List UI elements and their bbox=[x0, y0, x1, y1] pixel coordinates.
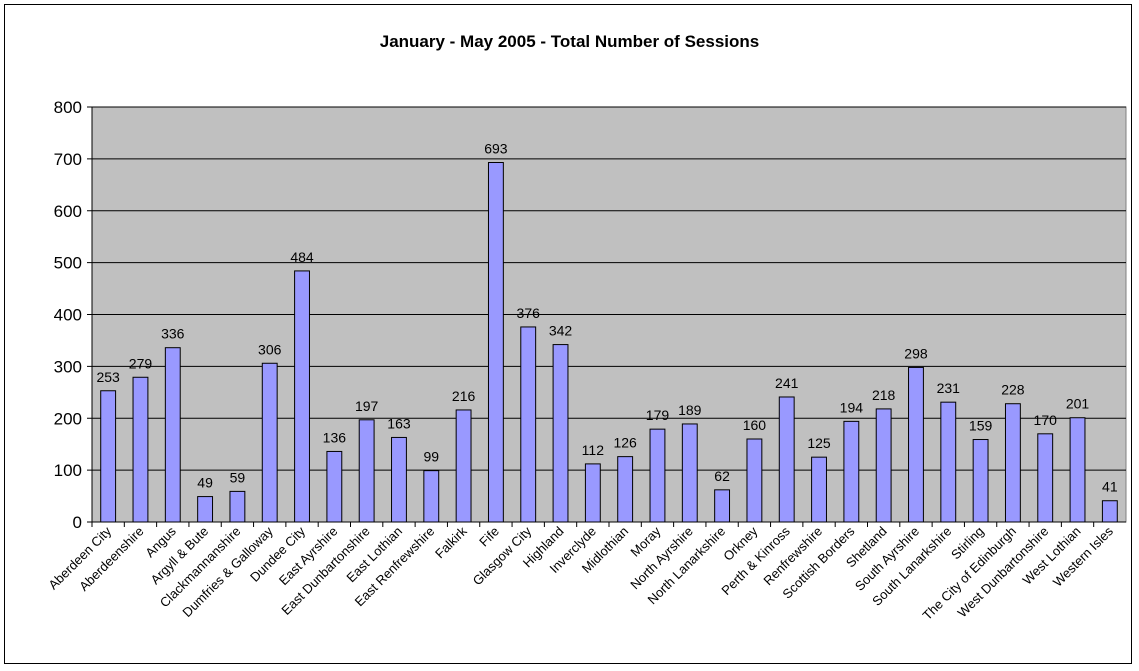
data-label-0: 253 bbox=[96, 369, 120, 385]
bar-24 bbox=[875, 408, 892, 523]
bar-12 bbox=[487, 162, 504, 523]
bar-30 bbox=[1069, 417, 1086, 523]
y-tick-label-600: 600 bbox=[54, 202, 82, 221]
bar-18 bbox=[681, 423, 698, 523]
bar-28 bbox=[1004, 403, 1021, 523]
data-label-28: 228 bbox=[1001, 382, 1025, 398]
bar-11 bbox=[455, 409, 472, 523]
y-tick-label-0: 0 bbox=[73, 513, 82, 532]
y-tick-label-300: 300 bbox=[54, 357, 82, 376]
data-label-11: 216 bbox=[452, 388, 476, 404]
bar-1 bbox=[132, 376, 149, 523]
bar-0 bbox=[100, 390, 117, 523]
bar-25 bbox=[908, 366, 924, 523]
data-label-12: 693 bbox=[484, 141, 508, 157]
bar-19 bbox=[714, 489, 731, 523]
data-label-13: 376 bbox=[517, 305, 541, 321]
data-label-29: 170 bbox=[1034, 412, 1058, 428]
bar-7 bbox=[326, 450, 343, 523]
y-tick-label-200: 200 bbox=[54, 409, 82, 428]
x-tick-label-12: Fife bbox=[476, 524, 502, 550]
bar-10 bbox=[423, 470, 440, 523]
data-label-26: 231 bbox=[937, 380, 961, 396]
data-label-21: 241 bbox=[775, 375, 799, 391]
bar-21 bbox=[778, 396, 795, 523]
data-label-3: 49 bbox=[197, 475, 213, 491]
data-label-30: 201 bbox=[1066, 396, 1090, 412]
data-label-25: 298 bbox=[904, 345, 928, 361]
data-label-22: 125 bbox=[807, 435, 831, 451]
bar-29 bbox=[1037, 433, 1054, 523]
bar-4 bbox=[229, 490, 246, 523]
bar-5 bbox=[261, 362, 278, 523]
data-label-14: 342 bbox=[549, 323, 573, 339]
chart-title: January - May 2005 - Total Number of Ses… bbox=[379, 32, 760, 51]
bar-9 bbox=[391, 436, 407, 523]
bar-22 bbox=[811, 456, 827, 523]
bar-31 bbox=[1101, 500, 1118, 523]
data-label-15: 112 bbox=[582, 442, 605, 458]
data-label-17: 179 bbox=[646, 407, 670, 423]
x-tick-label-11: Falkirk bbox=[432, 523, 470, 561]
y-tick-label-100: 100 bbox=[54, 461, 82, 480]
y-tick-label-400: 400 bbox=[54, 306, 82, 325]
data-label-18: 189 bbox=[678, 402, 702, 418]
y-tick-label-800: 800 bbox=[54, 98, 82, 117]
data-label-5: 306 bbox=[258, 341, 282, 357]
data-label-9: 163 bbox=[387, 415, 411, 431]
data-label-2: 336 bbox=[161, 326, 185, 342]
bar-26 bbox=[940, 401, 957, 523]
bar-13 bbox=[520, 326, 537, 523]
data-label-27: 159 bbox=[969, 418, 993, 434]
data-label-23: 194 bbox=[840, 399, 864, 415]
bar-27 bbox=[972, 439, 989, 523]
data-label-19: 62 bbox=[714, 468, 730, 484]
bar-16 bbox=[617, 456, 634, 523]
data-label-16: 126 bbox=[613, 435, 637, 451]
data-label-7: 136 bbox=[323, 429, 347, 445]
bar-2 bbox=[164, 347, 181, 523]
bar-3 bbox=[197, 496, 214, 523]
data-label-10: 99 bbox=[423, 449, 439, 465]
y-tick-label-700: 700 bbox=[54, 150, 82, 169]
data-label-6: 484 bbox=[290, 249, 314, 265]
data-label-4: 59 bbox=[230, 469, 246, 485]
data-label-8: 197 bbox=[355, 398, 379, 414]
bar-6 bbox=[294, 270, 310, 523]
bar-15 bbox=[584, 463, 601, 523]
bar-8 bbox=[358, 419, 375, 523]
bar-14 bbox=[552, 344, 569, 523]
bar-23 bbox=[843, 420, 860, 523]
data-label-31: 41 bbox=[1102, 479, 1118, 495]
data-label-1: 279 bbox=[129, 355, 153, 371]
bar-20 bbox=[746, 438, 763, 523]
data-label-20: 160 bbox=[743, 417, 767, 433]
bar-17 bbox=[649, 428, 666, 523]
y-tick-label-500: 500 bbox=[54, 254, 82, 273]
data-label-24: 218 bbox=[872, 387, 896, 403]
